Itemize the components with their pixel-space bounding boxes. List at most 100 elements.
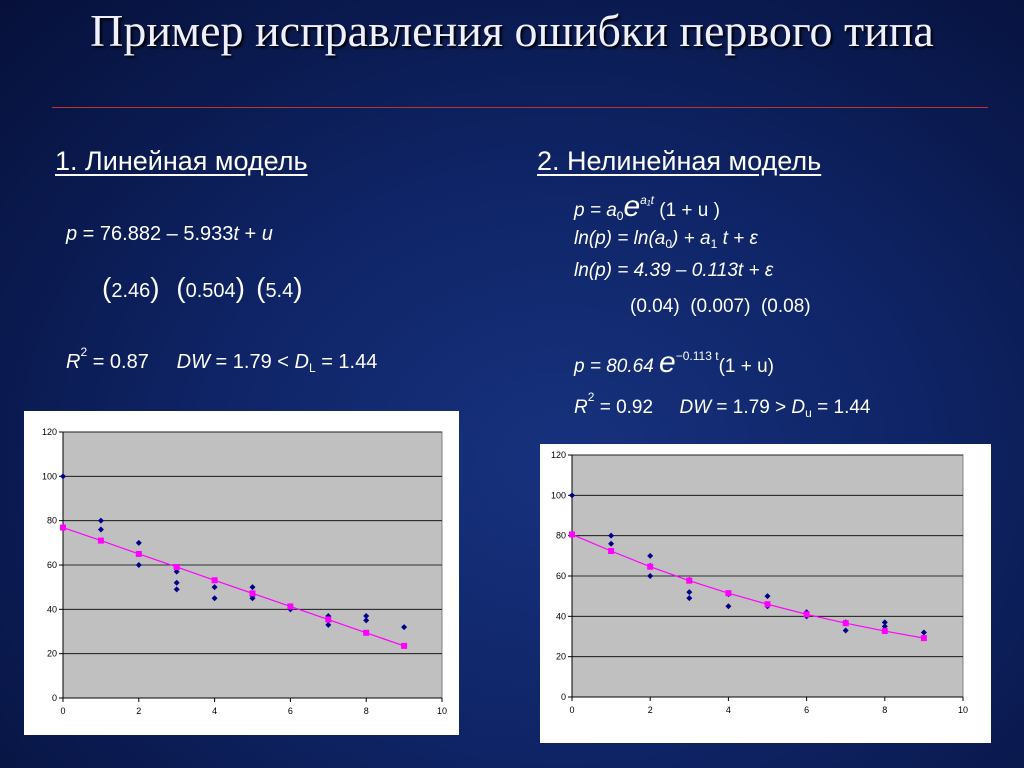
fitted-point xyxy=(725,590,732,597)
eq-t: t xyxy=(233,223,239,245)
observed-point xyxy=(249,584,256,591)
linear-stats: R2 = 0.87 DW = 1.79 < DL = 1.44 xyxy=(66,345,378,375)
fitted-point xyxy=(608,547,615,554)
y-tick-label: 100 xyxy=(551,490,566,500)
fitted-point xyxy=(363,629,370,636)
fitted-point xyxy=(764,601,771,608)
observed-point xyxy=(249,595,256,602)
x-tick-label: 2 xyxy=(136,706,141,716)
fitted-point xyxy=(287,603,294,610)
fitted-point xyxy=(325,616,332,623)
y-tick-label: 60 xyxy=(556,571,566,581)
observed-point xyxy=(211,584,218,591)
observed-point xyxy=(647,552,654,559)
observed-point xyxy=(97,517,104,524)
nonlinear-eq-log: ln(p) = ln(a0) + a1 t + ε xyxy=(574,228,758,251)
observed-point xyxy=(569,492,575,499)
fitted-point xyxy=(211,577,218,584)
fitted-point xyxy=(97,537,104,544)
fitted-line xyxy=(571,533,925,639)
se-2: 0.504 xyxy=(185,280,236,302)
fitted-point xyxy=(173,563,180,570)
fitted-point xyxy=(881,628,888,635)
fitted-point xyxy=(249,590,256,597)
fitted-point xyxy=(803,611,810,618)
observed-point xyxy=(764,593,771,600)
fitted-point xyxy=(647,563,654,570)
y-tick-label: 0 xyxy=(561,692,566,702)
nonlinear-stats: R2 = 0.92 DW = 1.79 > Du = 1.44 xyxy=(574,390,871,420)
observed-point xyxy=(363,612,370,619)
slide-title: Пример исправления ошибки первого типа xyxy=(90,5,934,56)
linear-equation: p = 76.882 – 5.933t + u xyxy=(66,223,273,246)
eq-u: u xyxy=(261,223,273,245)
title-divider xyxy=(52,107,988,108)
nonlinear-eq-final: p = 80.64 e−0.113 t(1 + u) xyxy=(574,346,775,379)
x-tick-label: 0 xyxy=(569,705,574,715)
observed-point xyxy=(173,586,180,593)
x-tick-label: 6 xyxy=(804,705,809,715)
r-symbol: R xyxy=(66,351,81,373)
y-tick-label: 40 xyxy=(47,604,57,614)
observed-point xyxy=(686,595,693,602)
observed-point xyxy=(173,568,180,575)
linear-chart: 0 20 40 60 80 100 120 0 2 4 6 8 10 xyxy=(24,411,459,735)
fitted-point xyxy=(686,577,693,584)
nonlinear-model-heading: 2. Нелинейная модель xyxy=(537,146,822,176)
observed-point xyxy=(401,624,408,631)
observed-point xyxy=(135,539,142,546)
nonlinear-eq-general: p = a0ea₁t (1 + u ) xyxy=(574,190,720,223)
linear-model-heading: 1. Линейная модель xyxy=(55,146,308,176)
x-tick-label: 8 xyxy=(364,706,369,716)
x-tick-label: 2 xyxy=(648,705,653,715)
observed-point xyxy=(97,526,104,533)
x-tick-label: 8 xyxy=(882,705,887,715)
observed-point xyxy=(173,579,180,586)
y-tick-label: 40 xyxy=(556,611,566,621)
se-1: 2.46 xyxy=(111,280,151,302)
observed-point xyxy=(325,621,332,628)
eq-plus: + xyxy=(238,223,262,245)
y-tick-label: 20 xyxy=(556,652,566,662)
y-tick-label: 80 xyxy=(47,516,57,526)
x-tick-label: 4 xyxy=(726,705,731,715)
nonlinear-chart: 0 20 40 60 80 100 120 0 2 4 6 8 10 xyxy=(540,444,991,743)
observed-point xyxy=(363,617,370,624)
eq-body: = 76.882 – 5.933 xyxy=(77,223,234,245)
fitted-point xyxy=(135,550,142,557)
y-tick-label: 0 xyxy=(52,693,57,703)
observed-point xyxy=(686,589,693,596)
y-tick-label: 60 xyxy=(47,560,57,570)
eq-p: p xyxy=(66,223,78,245)
nl-se-2: 0.007 xyxy=(696,296,745,317)
observed-point xyxy=(135,562,142,568)
fitted-point xyxy=(569,531,575,538)
observed-point xyxy=(608,532,615,539)
observed-point xyxy=(608,540,615,547)
fitted-point xyxy=(842,620,849,627)
y-tick-label: 100 xyxy=(42,471,57,481)
nonlinear-std-errors: (0.04) (0.007) (0.08) xyxy=(630,296,811,317)
y-tick-label: 120 xyxy=(551,450,566,460)
observed-point xyxy=(60,473,66,480)
linear-std-errors: (2.46) (0.504) (5.4) xyxy=(102,272,303,303)
x-tick-label: 4 xyxy=(212,706,217,716)
x-tick-label: 10 xyxy=(958,705,968,715)
nonlinear-eq-estimated: ln(p) = 4.39 – 0.113t + ε xyxy=(574,260,774,281)
y-tick-label: 120 xyxy=(42,427,57,437)
x-tick-label: 6 xyxy=(288,706,293,716)
y-tick-label: 20 xyxy=(47,649,57,659)
x-tick-label: 0 xyxy=(60,706,65,716)
observed-point xyxy=(647,573,654,579)
observed-point xyxy=(881,623,888,630)
nonlinear-chart-svg: 0 20 40 60 80 100 120 0 2 4 6 8 10 xyxy=(551,450,968,715)
nl-se-1: 0.04 xyxy=(636,296,674,317)
observed-point xyxy=(211,595,218,602)
fitted-point xyxy=(401,642,408,649)
se-3: 5.4 xyxy=(265,280,294,302)
y-tick-label: 80 xyxy=(556,531,566,541)
fitted-line xyxy=(62,526,405,647)
dw-symbol: DW xyxy=(176,351,210,373)
nl-se-3: 0.08 xyxy=(767,296,805,317)
x-tick-label: 10 xyxy=(437,706,447,716)
